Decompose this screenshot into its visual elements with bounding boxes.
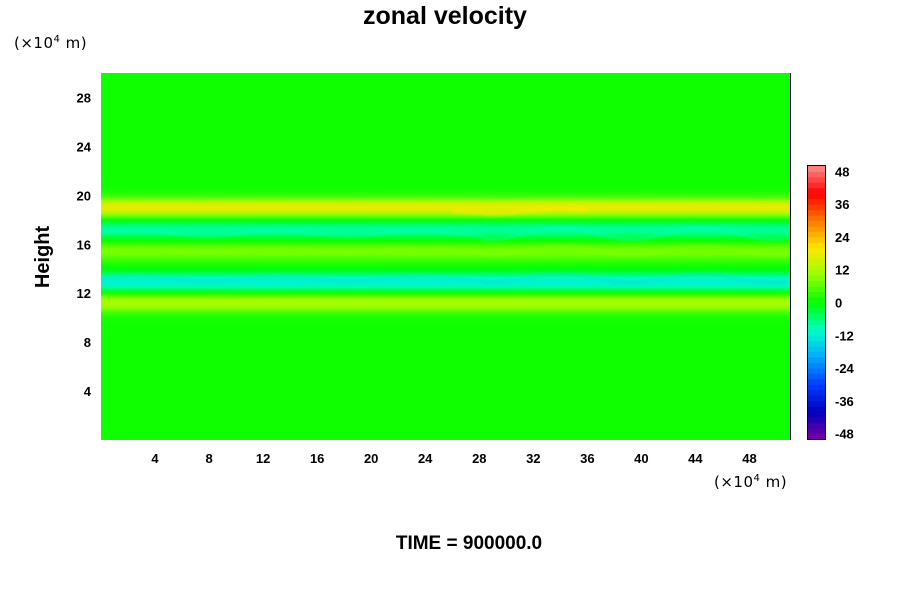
time-label: TIME = 900000.0 [396, 533, 542, 554]
colorbar-segment [808, 215, 825, 221]
colorbar-segment [808, 231, 825, 238]
colorbar-segment [808, 209, 825, 216]
colorbar-tick-label: -48 [835, 427, 854, 442]
chart-title: zonal velocity [363, 2, 527, 30]
colorbar-segment [808, 187, 825, 194]
colorbar-tick-labels: -48 -36 -24 -12 0 12 24 36 48 [835, 165, 855, 442]
colorbar-tick-label: 0 [835, 296, 842, 311]
y-unit-label: (×104 m) [14, 34, 87, 52]
colorbar-segment [808, 335, 825, 342]
colorbar-segment [808, 171, 825, 178]
colorbar-segment [808, 258, 825, 265]
colorbar-segment [808, 368, 825, 374]
colorbar-segment [808, 176, 825, 183]
x-tick-label: 40 [634, 451, 648, 466]
colorbar-segment [808, 411, 825, 418]
x-tick-label: 32 [526, 451, 540, 466]
field-streak [100, 195, 791, 198]
y-tick-label: 12 [77, 286, 91, 301]
field-streak [452, 206, 588, 216]
colorbar-segment [808, 395, 825, 402]
colorbar-segment [808, 324, 825, 331]
y-tick-label: 8 [84, 335, 91, 350]
y-tick-label: 20 [77, 188, 91, 203]
colorbar-segment [808, 182, 825, 189]
colorbar-segment [808, 422, 825, 429]
x-tick-label: 20 [364, 451, 378, 466]
colorbar-segment [808, 280, 825, 287]
colorbar-segment [808, 204, 825, 211]
colorbar-tick-label: 36 [835, 197, 849, 212]
y-tick-label: 28 [77, 91, 91, 106]
colorbar-segments [808, 166, 825, 440]
colorbar-tick-label: -24 [835, 361, 855, 376]
colorbar-segment [808, 400, 825, 407]
x-tick-label: 12 [256, 451, 270, 466]
x-unit-label: (×104 m) [714, 473, 787, 491]
field-streak [209, 299, 318, 304]
y-tick-label: 4 [84, 384, 92, 399]
colorbar-segment [808, 253, 825, 260]
colorbar-segment [808, 313, 825, 320]
colorbar-segment [808, 302, 825, 309]
colorbar-segment [808, 406, 825, 413]
y-tick-labels: 4 8 12 16 20 24 28 [77, 91, 92, 400]
colorbar-segment [808, 362, 825, 369]
colorbar-segment [808, 226, 825, 232]
colorbar-segment [808, 417, 825, 424]
colorbar-segment [808, 433, 825, 440]
heatmap-field [101, 73, 790, 440]
colorbar-segment [808, 297, 825, 303]
field-texture [100, 195, 791, 304]
colorbar-tick-label: 24 [835, 230, 850, 245]
x-tick-label: 36 [580, 451, 594, 466]
colorbar-segment [808, 378, 825, 385]
colorbar-segment [808, 198, 825, 205]
colorbar-segment [808, 247, 825, 254]
x-tick-label: 44 [688, 451, 703, 466]
y-tick-label: 24 [77, 139, 92, 154]
x-tick-label: 8 [205, 451, 212, 466]
plot-area [100, 73, 791, 440]
colorbar-frame [807, 165, 826, 440]
colorbar-segment [808, 307, 825, 314]
colorbar-segment [808, 236, 825, 243]
colorbar-segment [808, 428, 825, 434]
colorbar-segment [808, 220, 825, 227]
x-tick-label: 28 [472, 451, 486, 466]
colorbar-segment [808, 286, 825, 292]
colorbar-segment [808, 384, 825, 391]
x-tick-label: 48 [742, 451, 756, 466]
field-streak [100, 272, 791, 285]
colorbar-segment [808, 166, 825, 172]
x-tick-label: 16 [310, 451, 324, 466]
colorbar-segment [808, 389, 825, 396]
colorbar-segment [808, 275, 825, 282]
colorbar-segment [808, 193, 825, 200]
colorbar-segment [808, 351, 825, 358]
field-streak [100, 225, 791, 241]
colorbar-segment [808, 242, 825, 249]
colorbar-segment [808, 318, 825, 325]
colorbar-segment [808, 346, 825, 353]
colorbar-tick-label: 12 [835, 263, 849, 278]
y-tick-label: 16 [77, 237, 91, 252]
x-tick-labels: 4 8 12 16 20 24 28 32 36 40 44 48 [151, 451, 756, 466]
colorbar: -48 -36 -24 -12 0 12 24 36 48 [807, 165, 855, 442]
colorbar-segment [808, 291, 825, 298]
colorbar-tick-label: 48 [835, 165, 849, 180]
colorbar-segment [808, 340, 825, 347]
colorbar-tick-label: -12 [835, 328, 854, 343]
x-tick-label: 24 [418, 451, 433, 466]
colorbar-tick-label: -36 [835, 394, 854, 409]
x-tick-label: 4 [151, 451, 159, 466]
colorbar-segment [808, 373, 825, 380]
colorbar-segment [808, 269, 825, 276]
colorbar-segment [808, 357, 825, 363]
field-streak [100, 244, 791, 257]
colorbar-segment [808, 264, 825, 271]
y-axis-label: Height [32, 226, 54, 289]
colorbar-segment [808, 329, 825, 336]
